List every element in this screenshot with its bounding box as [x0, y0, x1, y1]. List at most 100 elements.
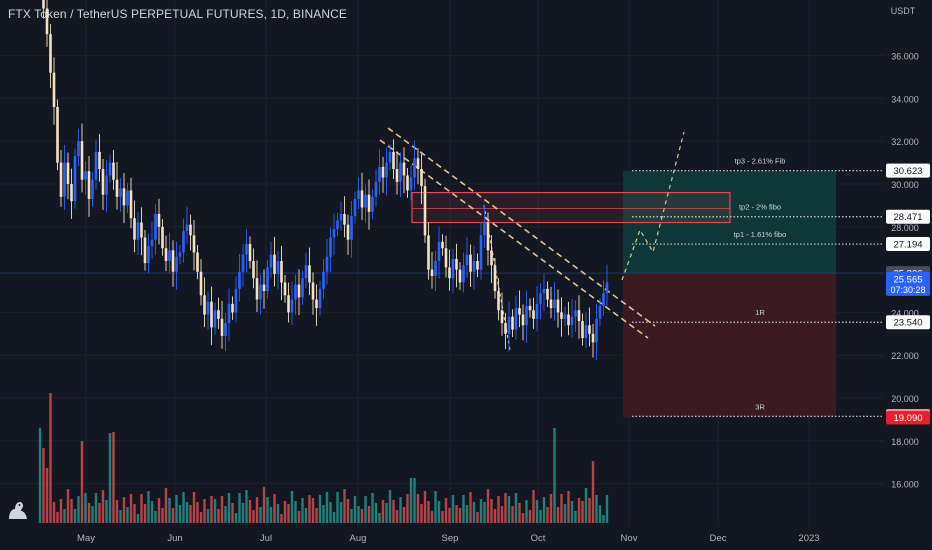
level-label: tp1 - 1.61% fibo: [734, 230, 787, 239]
candle-body: [248, 243, 252, 262]
volume-bar: [374, 503, 378, 523]
volume-bar: [381, 500, 385, 523]
volume-bar: [217, 509, 220, 523]
candle-body: [350, 216, 353, 240]
candle-body: [581, 320, 584, 339]
time-axis-label: Aug: [350, 533, 367, 544]
candle-body: [259, 284, 262, 300]
volume-bar: [353, 496, 357, 523]
candle-body: [52, 72, 56, 107]
candle-body: [105, 175, 108, 195]
candle-body: [322, 271, 325, 289]
candle-body: [511, 316, 514, 330]
volume-bar: [458, 508, 462, 523]
candle-body: [532, 310, 535, 319]
volume-bar: [231, 503, 234, 523]
candle-body: [311, 282, 315, 300]
candle-body: [518, 308, 521, 315]
candle-body: [598, 305, 602, 319]
volume-bar: [434, 491, 437, 523]
volume-bar: [283, 501, 287, 523]
candle-body: [161, 226, 164, 249]
candle-body: [413, 158, 416, 178]
candle-body: [374, 181, 378, 197]
volume-bar: [598, 505, 602, 523]
candle-body: [406, 175, 409, 191]
level-label: 1R: [755, 308, 765, 317]
volume-bar: [406, 494, 409, 523]
volume-bar: [143, 504, 147, 523]
candle-body: [245, 243, 248, 255]
symbol-title[interactable]: FTX Token / TetherUS PERPETUAL FUTURES, …: [8, 7, 347, 21]
volume-bar: [490, 499, 493, 523]
time-axis[interactable]: May Jun Jul Aug Sep Oct Nov Dec 2023: [0, 526, 932, 550]
volume-bar: [577, 498, 581, 523]
candle-body: [252, 261, 255, 279]
volume-bar: [192, 492, 196, 523]
candle-body: [525, 305, 528, 326]
volume-bar: [273, 494, 276, 523]
volume-bar: [101, 490, 105, 523]
volume-bar: [220, 496, 224, 523]
volume-bar: [56, 512, 59, 523]
axis-tick-label: 36.000: [891, 52, 919, 62]
volume-bar: [535, 500, 539, 523]
volume-bar: [392, 500, 395, 523]
price-axis[interactable]: USDT 36.000 34.000 32.000 30.000 28.000 24.000…: [884, 0, 932, 550]
volume-bar: [164, 488, 168, 523]
volume-bar: [301, 498, 304, 523]
candle-body: [227, 303, 231, 324]
volume-bar: [451, 495, 455, 523]
tradingview-logo-icon[interactable]: [6, 497, 32, 523]
drawings[interactable]: [379, 127, 731, 351]
volume-bar: [70, 499, 73, 523]
target-levels[interactable]: tp3 - 2.61% Fib tp2 - 2% fibo tp1 - 1.61% …: [632, 157, 884, 417]
candle-body: [402, 162, 406, 176]
volume-bar: [476, 512, 479, 523]
candle-body: [395, 169, 399, 182]
candle-body: [336, 220, 339, 229]
price-badge-label: 28.471: [893, 212, 922, 223]
volume-bar: [322, 505, 325, 523]
candle-body: [238, 271, 241, 289]
volume-bar: [441, 511, 444, 523]
channel-upper-line: [387, 127, 656, 327]
candle-body: [451, 258, 455, 279]
time-axis-label: Oct: [531, 533, 546, 544]
candle-body: [371, 196, 374, 212]
resistance-box: [411, 191, 731, 224]
volume-bar: [437, 501, 441, 523]
candle-body: [203, 295, 206, 315]
candle-body: [224, 323, 227, 336]
candle-body: [133, 218, 136, 240]
volume-bar: [402, 507, 406, 523]
candle-body: [605, 282, 609, 294]
axis-tick-label: 20.000: [891, 394, 919, 404]
volume-bar: [185, 502, 189, 523]
candle-body: [325, 256, 329, 272]
volume-bar: [290, 491, 294, 523]
volume-bar: [563, 504, 567, 523]
volume-bar: [150, 501, 154, 523]
volume-bar: [493, 509, 497, 523]
long-position-tool[interactable]: [0, 170, 884, 418]
candle-body: [353, 198, 357, 217]
candle-body: [469, 254, 472, 272]
candle-body: [364, 194, 367, 208]
candle-body: [539, 293, 542, 304]
candle-body: [87, 171, 91, 199]
candle-body: [574, 310, 577, 317]
volume-bar: [133, 504, 136, 523]
volume-bar: [210, 496, 213, 523]
candle-body: [423, 186, 427, 236]
volume-bar: [178, 505, 182, 523]
volume-bar: [294, 501, 297, 523]
volume-bar: [511, 506, 514, 523]
candle-body: [591, 333, 595, 343]
volume-bar: [539, 510, 542, 523]
volume-bar: [371, 493, 374, 523]
candle-body: [483, 222, 486, 236]
volume-bar: [444, 498, 448, 523]
